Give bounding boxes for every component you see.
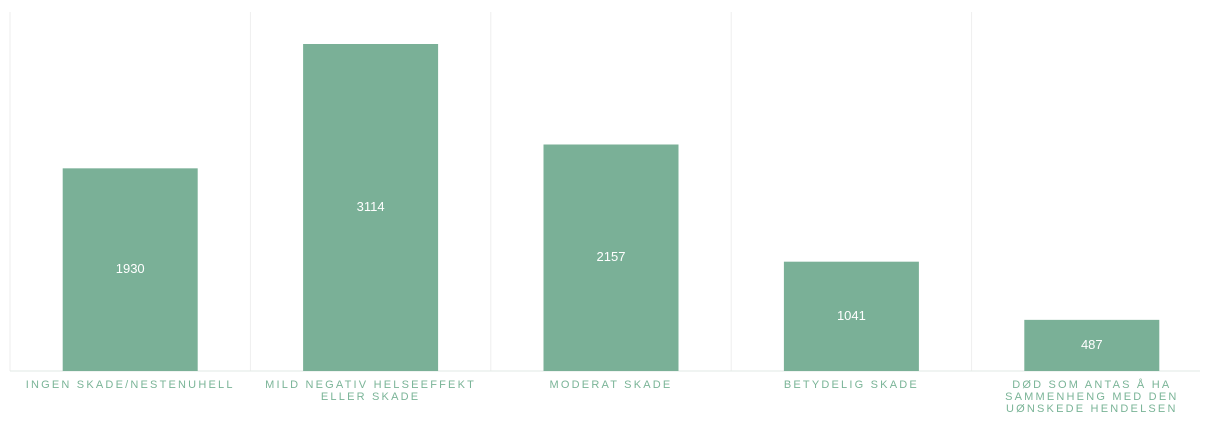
value-label: 487 bbox=[1081, 337, 1103, 352]
value-label: 3114 bbox=[357, 199, 385, 214]
bar bbox=[783, 261, 919, 371]
bar bbox=[543, 144, 679, 371]
x-tick-label: MILD NEGATIV HELSEEFFEKT ELLER SKADE bbox=[265, 379, 477, 403]
value-label: 1041 bbox=[837, 308, 866, 323]
bar bbox=[1024, 319, 1160, 371]
x-tick-label: DØD SOM ANTAS Å HA SAMMENHENG MED DEN UØ… bbox=[1005, 379, 1179, 415]
x-tick-label: INGEN SKADE/NESTENUHELL bbox=[25, 379, 235, 391]
x-tick-label: MODERAT SKADE bbox=[549, 379, 673, 391]
bar bbox=[303, 44, 439, 371]
value-label: 2157 bbox=[597, 249, 626, 264]
value-label: 1930 bbox=[116, 261, 145, 276]
x-tick-label: BETYDELIG SKADE bbox=[783, 379, 919, 391]
bar bbox=[62, 168, 198, 371]
